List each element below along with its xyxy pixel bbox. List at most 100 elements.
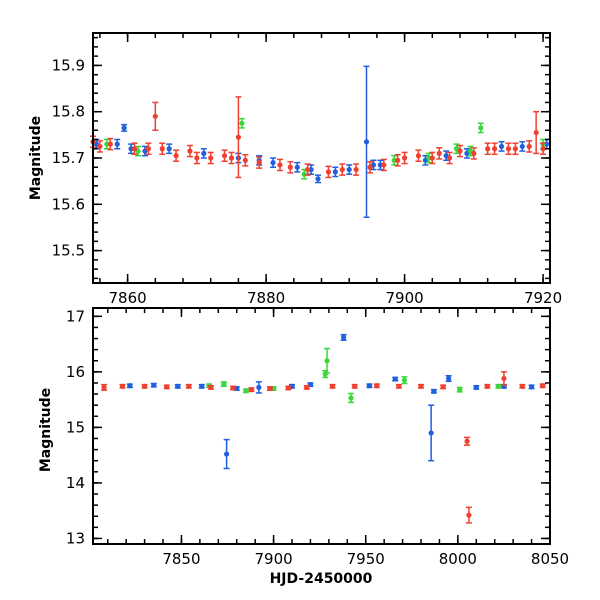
bottom-point (150, 382, 157, 388)
bottom-marker (473, 384, 479, 391)
bottom-marker (256, 384, 262, 391)
bottom-point (392, 376, 399, 382)
top-x-tick-label: 7860 (109, 289, 147, 307)
bottom-point (465, 506, 472, 524)
top-point (366, 160, 373, 174)
bottom-point (163, 384, 170, 390)
bottom-marker (366, 383, 373, 389)
bottom-point (539, 383, 546, 389)
top-marker (315, 176, 321, 182)
bottom-point (220, 381, 227, 388)
top-point (270, 157, 277, 169)
bottom-point (519, 383, 526, 389)
top-point (235, 96, 242, 179)
bottom-point (242, 388, 249, 394)
top-point (380, 158, 387, 172)
top-point (505, 142, 512, 156)
bottom-marker (101, 384, 107, 391)
top-marker (395, 157, 401, 163)
top-point (415, 149, 422, 162)
bottom-point (324, 347, 331, 374)
bottom-panel: 7850 7900 7950 8000 8050 13 14 15 16 17 Magnitude… (38, 307, 569, 587)
bottom-marker (324, 358, 330, 364)
top-marker (485, 146, 491, 152)
bottom-point (185, 383, 192, 389)
top-marker (194, 155, 200, 161)
bottom-marker (164, 384, 170, 390)
top-point (256, 156, 263, 169)
bottom-marker (341, 334, 347, 341)
bottom-point (366, 383, 373, 389)
bottom-y-tick-label: 15 (66, 418, 85, 436)
bottom-marker (431, 388, 437, 394)
bottom-x-tick-label: 7900 (254, 550, 292, 568)
top-point (453, 143, 460, 155)
top-data-layer (90, 65, 550, 219)
bottom-point (484, 383, 491, 389)
bottom-point (101, 383, 108, 391)
top-point (394, 154, 401, 167)
top-point (193, 151, 200, 165)
top-point (207, 151, 214, 165)
bottom-marker (186, 383, 192, 389)
top-marker (457, 148, 463, 154)
top-marker (363, 139, 370, 145)
top-marker (519, 143, 525, 150)
bottom-y-axis-label: Magnitude (38, 388, 54, 472)
top-point (315, 174, 322, 184)
bottom-plot-frame (92, 307, 551, 545)
top-marker (498, 143, 505, 150)
top-y-tick-label: 15.5 (52, 242, 85, 260)
top-y-tick-label: 15.8 (52, 103, 85, 121)
bottom-marker (392, 376, 398, 382)
top-point (238, 117, 245, 129)
bottom-point (119, 383, 126, 389)
top-marker (287, 164, 293, 170)
top-marker (332, 169, 338, 175)
top-marker (478, 125, 484, 131)
bottom-point (401, 376, 408, 385)
bottom-y-tick-label: 14 (66, 474, 85, 492)
bottom-marker (464, 438, 470, 444)
top-marker (381, 162, 387, 168)
top-point (363, 65, 370, 219)
bottom-marker (540, 383, 546, 389)
bottom-point (141, 383, 148, 389)
bottom-point (456, 386, 463, 393)
top-marker (187, 148, 193, 154)
top-panel: 7860 7880 7900 7920 15.5 15.6 15.7 15.8 15.9 Mag… (28, 32, 562, 307)
bottom-point (495, 383, 502, 389)
bottom-marker (151, 382, 157, 388)
bottom-marker (457, 387, 463, 393)
top-point (526, 140, 533, 153)
bottom-marker (285, 385, 291, 391)
top-point (519, 141, 526, 152)
top-marker (540, 146, 546, 152)
bottom-point (207, 384, 214, 391)
top-marker (159, 146, 165, 152)
bottom-point (126, 383, 133, 389)
bottom-marker (221, 381, 227, 387)
bottom-marker (348, 395, 354, 401)
top-point (287, 160, 294, 174)
bottom-marker (466, 512, 472, 518)
bottom-point (430, 388, 437, 394)
top-point (436, 147, 443, 160)
top-point (121, 123, 128, 132)
top-point (159, 142, 166, 156)
bottom-marker (484, 383, 490, 389)
bottom-point (418, 383, 425, 389)
top-point (370, 159, 377, 171)
bottom-x-tick-label: 8000 (439, 550, 477, 568)
top-point (228, 151, 235, 165)
bottom-marker (396, 383, 402, 389)
top-marker (256, 160, 262, 166)
bottom-marker (519, 383, 525, 389)
top-x-tick-label: 7900 (385, 289, 423, 307)
bottom-x-axis-label: HJD-2450000 (270, 571, 373, 587)
top-marker (235, 134, 242, 140)
top-marker (152, 113, 158, 119)
top-marker (346, 166, 352, 173)
top-point (145, 142, 152, 156)
bottom-point (351, 383, 358, 389)
